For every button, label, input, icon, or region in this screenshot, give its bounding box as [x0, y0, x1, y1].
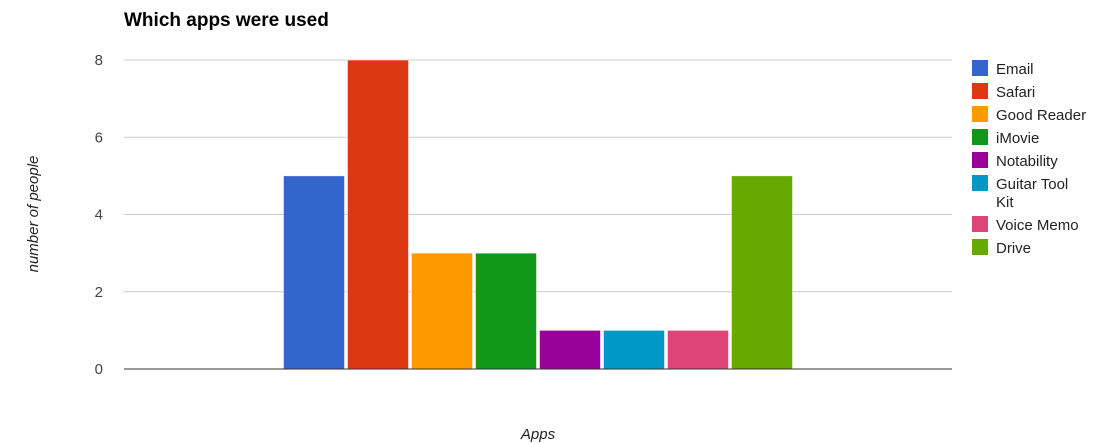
- legend: Email Safari Good Reader iMovie Notability Gu…: [972, 60, 1086, 257]
- y-tick-label: 2: [95, 284, 103, 301]
- legend-swatch: [972, 60, 988, 76]
- legend-item[interactable]: Guitar Tool Kit: [972, 175, 1068, 211]
- y-tick-label: 4: [95, 207, 103, 224]
- legend-swatch: [972, 83, 988, 99]
- legend-item[interactable]: Drive: [972, 239, 1031, 257]
- legend-item[interactable]: Voice Memo: [972, 216, 1079, 234]
- x-axis-title: Apps: [520, 426, 556, 443]
- y-tick-label: 8: [95, 52, 103, 69]
- bar-notability[interactable]: [539, 330, 601, 370]
- legend-swatch: [972, 216, 988, 232]
- legend-label: Voice Memo: [996, 217, 1079, 234]
- legend-item[interactable]: Notability: [972, 152, 1058, 170]
- y-axis-ticks: 0 2 4 6 8: [95, 52, 103, 378]
- bar-guitar-tool-kit[interactable]: [603, 330, 665, 370]
- legend-label: Guitar Tool Kit: [996, 176, 1068, 211]
- legend-swatch: [972, 106, 988, 122]
- legend-label: Drive: [996, 240, 1031, 257]
- legend-item[interactable]: iMovie: [972, 129, 1039, 147]
- legend-swatch: [972, 129, 988, 145]
- legend-swatch: [972, 152, 988, 168]
- bar-imovie[interactable]: [475, 252, 537, 370]
- y-tick-label: 0: [95, 361, 103, 378]
- y-tick-label: 6: [95, 129, 103, 146]
- legend-item[interactable]: Email: [972, 60, 1034, 78]
- gridlines: [124, 59, 952, 293]
- bar-email[interactable]: [283, 175, 345, 370]
- bar-voice-memo[interactable]: [667, 330, 729, 370]
- y-axis-title: number of people: [25, 156, 42, 273]
- legend-swatch: [972, 239, 988, 255]
- chart-title: Which apps were used: [124, 10, 329, 31]
- legend-item[interactable]: Good Reader: [972, 106, 1086, 124]
- bar-good-reader[interactable]: [411, 252, 473, 370]
- legend-swatch: [972, 175, 988, 191]
- bar-drive[interactable]: [731, 175, 793, 370]
- legend-label: Notability: [996, 153, 1058, 170]
- legend-label: Email: [996, 61, 1034, 78]
- legend-label: Good Reader: [996, 107, 1086, 124]
- legend-label: Safari: [996, 84, 1035, 101]
- bar-safari[interactable]: [347, 59, 409, 370]
- legend-item[interactable]: Safari: [972, 83, 1035, 101]
- legend-label: iMovie: [996, 130, 1039, 147]
